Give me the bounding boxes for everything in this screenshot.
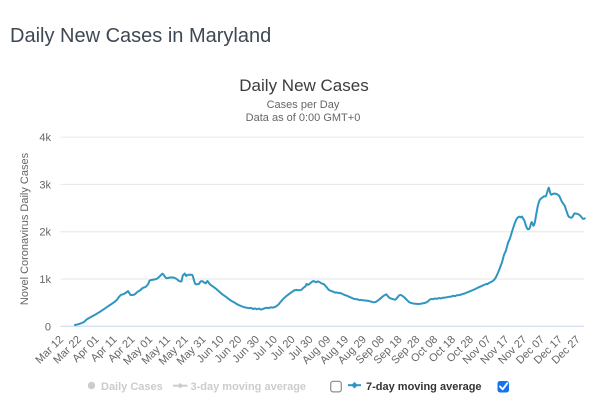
- svg-text:7-day moving average: 7-day moving average: [366, 381, 482, 393]
- svg-text:1k: 1k: [39, 274, 51, 286]
- svg-text:Data as of 0:00 GMT+0: Data as of 0:00 GMT+0: [246, 112, 361, 124]
- svg-text:2k: 2k: [39, 227, 51, 239]
- svg-text:Daily New Cases: Daily New Cases: [239, 76, 368, 95]
- svg-text:3-day moving average: 3-day moving average: [191, 381, 307, 393]
- svg-text:4k: 4k: [39, 132, 51, 144]
- svg-text:0: 0: [45, 321, 51, 333]
- svg-text:Novel Coronavirus Daily Cases: Novel Coronavirus Daily Cases: [19, 152, 31, 305]
- svg-text:Cases per Day: Cases per Day: [267, 99, 340, 111]
- svg-text:3k: 3k: [39, 179, 51, 191]
- svg-text:Daily Cases: Daily Cases: [101, 381, 163, 393]
